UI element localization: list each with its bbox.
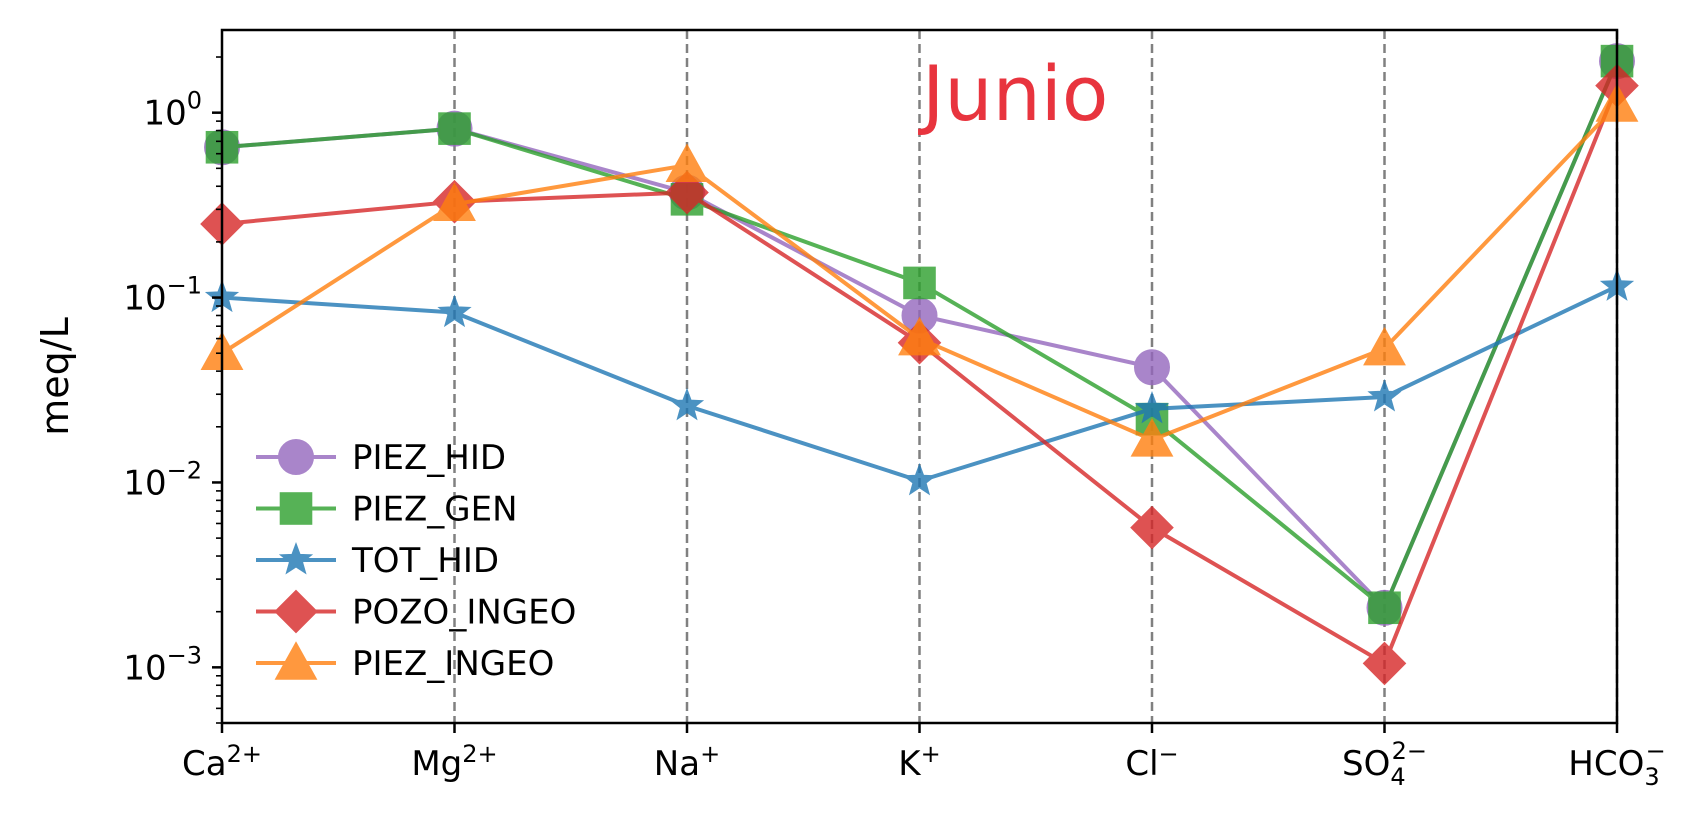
data-point [898,316,941,356]
x-tick-label: Cl− [1125,740,1178,784]
data-point [1134,390,1170,424]
legend-item: PIEZ_INGEO [256,641,554,684]
legend-item: POZO_INGEO [256,589,576,634]
data-point [1368,591,1401,625]
data-point [1130,418,1174,457]
axis-layer: Ca2+ Mg2+ Na+ K+ Cl− SO42− HCO3− 10−3 10−2 10−1 10… [123,56,1666,791]
legend-item: PIEZ_GEN [256,490,518,530]
legend-marker [279,492,313,525]
legend-swatch [256,641,336,680]
x-tick-label: Na+ [654,740,720,784]
legend-label: PIEZ_INGEO [352,644,554,684]
y-tick-label: 100 [143,87,202,134]
data-point [437,294,472,328]
legend-marker [274,589,318,634]
data-point [438,112,471,145]
series-TOT_HID [204,268,1635,496]
y-tick-label: 10−3 [123,641,202,688]
y-tick-label: 10−1 [123,272,202,319]
x-tick-label: Ca2+ [182,740,262,784]
chart-annotation: Junio [918,49,1108,138]
data-point [902,462,937,496]
data-point [1362,641,1407,686]
legend-label: TOT_HID [351,541,499,581]
legend-label: PIEZ_GEN [352,490,518,530]
legend-swatch [256,589,336,634]
legend-item: TOT_HID [256,541,499,581]
legend-label: PIEZ_HID [352,438,506,478]
legend-item: PIEZ_HID [256,438,506,478]
legend-swatch [256,542,336,575]
data-point [1363,326,1406,366]
x-tick-label: K+ [898,740,940,784]
data-point [665,143,709,182]
legend-swatch [256,492,336,525]
x-tick-label: HCO3− [1568,737,1665,791]
legend-label: POZO_INGEO [352,593,576,633]
data-point [433,182,476,221]
legend-swatch [256,439,336,475]
legend: PIEZ_HID PIEZ_GEN TOT_HID POZO_INGEO PIEZ_IN… [256,438,576,684]
data-point [1134,349,1170,386]
data-point [669,387,705,421]
data-point [1130,505,1174,550]
data-point [665,170,709,215]
data-point [1367,378,1402,412]
x-tick-label: Mg2+ [411,740,497,784]
data-point [903,266,936,300]
x-tick-label: SO42− [1342,737,1427,791]
y-axis-label: meq/L [33,317,77,436]
legend-marker [278,439,314,475]
series-layer [200,43,1639,686]
y-tick-label: 10−2 [123,456,202,503]
legend-marker [278,542,314,575]
legend-marker [274,641,318,680]
